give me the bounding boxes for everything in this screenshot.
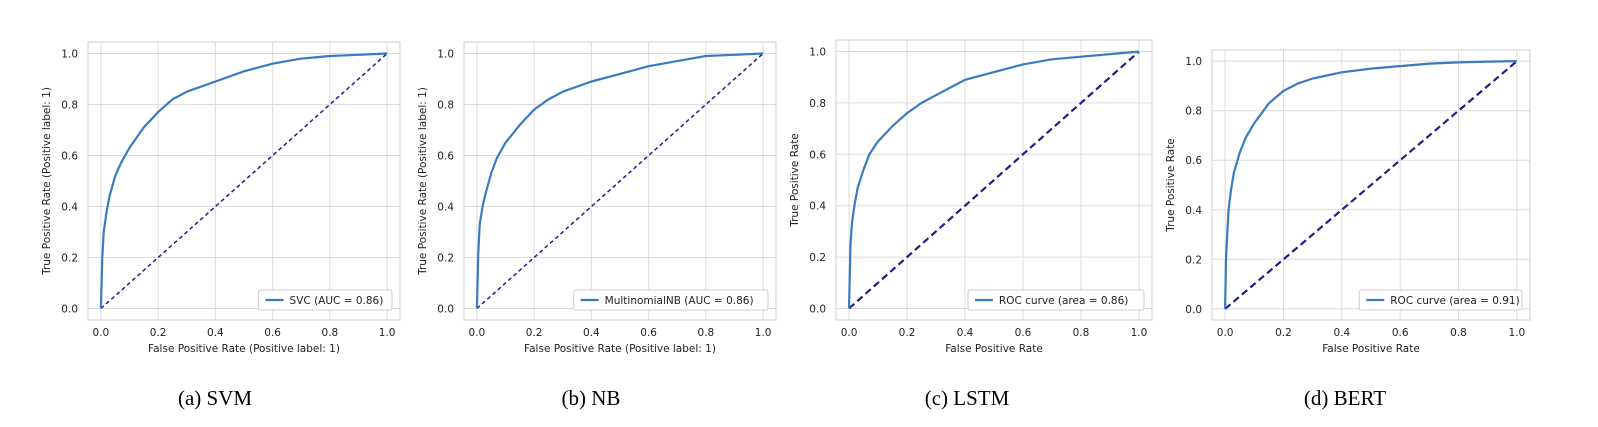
x-tick-label: 0.8: [1450, 327, 1467, 339]
legend-box: [967, 289, 1145, 311]
x-tick-label: 0.8: [698, 327, 715, 339]
x-axis-label: False Positive Rate (Positive label: 1): [148, 343, 340, 355]
x-tick-label: 0.8: [1073, 327, 1090, 339]
x-tick-label: 0.2: [1275, 327, 1292, 339]
y-tick-label: 0.2: [809, 252, 826, 264]
x-axis-label: False Positive Rate (Positive label: 1): [524, 343, 716, 355]
x-tick-label: 0.2: [526, 327, 543, 339]
legend-label: ROC curve (area = 0.86): [999, 295, 1128, 307]
x-tick-label: 0.6: [1392, 327, 1409, 339]
caption-lstm: (c) LSTM: [924, 386, 1010, 410]
y-tick-label: 0.0: [437, 304, 454, 316]
roc-curve-bert: [1224, 60, 1517, 309]
legend-label: SVC (AUC = 0.86): [290, 295, 384, 307]
chart-panel-svm: 0.0 0.2 0.4 0.6 0.8 1.0 0.0 0.2 0.4 0.6 0.8 1.0 Fals…: [0, 0, 401, 380]
x-tick-label: 0.0: [469, 327, 486, 339]
y-tick-label: 0.6: [809, 149, 826, 161]
y-tick-label: 0.8: [809, 98, 826, 110]
y-tick-label: 0.4: [1185, 205, 1202, 217]
x-tick-label: 0.2: [150, 327, 167, 339]
legend-label: MultinomialNB (AUC = 0.86): [605, 295, 754, 307]
plot-frame: [463, 41, 777, 321]
x-tick-label: 0.6: [264, 327, 281, 339]
roc-curve-svm: [99, 52, 388, 309]
y-tick-label: 0.8: [61, 99, 78, 111]
legend-box: [1358, 289, 1523, 311]
legend-box: [573, 289, 769, 311]
caption-nb: (b) NB: [561, 386, 621, 410]
chance-diagonal-line: [476, 52, 764, 310]
y-tick-label: 0.8: [1185, 106, 1202, 118]
x-tick-label: 0.8: [322, 327, 339, 339]
chance-diagonal-line: [848, 50, 1140, 310]
x-tick-label: 1.0: [1131, 327, 1148, 339]
roc-chart-bert: 0.0 0.2 0.4 0.6 0.8 1.0 0.0 0.2 0.4 0.6 0.8 1.0 Fals…: [1165, 49, 1531, 355]
plot-frame: [835, 39, 1153, 321]
y-tick-label: 0.4: [61, 202, 78, 214]
y-tick-label: 0.4: [809, 201, 826, 213]
legend-box: [258, 289, 393, 311]
y-tick-label: 0.2: [61, 253, 78, 265]
y-tick-label: 1.0: [437, 48, 454, 60]
x-tick-label: 0.0: [1217, 327, 1234, 339]
y-tick-label: 0.0: [1185, 304, 1202, 316]
y-tick-label: 0.6: [61, 150, 78, 162]
legend-label: ROC curve (area = 0.91): [1390, 295, 1519, 307]
caption-svm: (a) SVM: [177, 386, 253, 410]
plot-frame: [1211, 49, 1531, 321]
y-axis-label: True Positive Rate: [1165, 138, 1177, 233]
x-tick-label: 0.4: [957, 327, 974, 339]
y-axis-label: True Positive Rate: [789, 133, 801, 228]
y-tick-label: 0.6: [1185, 155, 1202, 167]
y-axis-label: True Positive Rate (Positive label: 1): [417, 87, 429, 276]
x-axis-label: False Positive Rate: [1322, 343, 1420, 355]
chance-diagonal-line: [100, 52, 388, 310]
y-tick-label: 1.0: [1185, 56, 1202, 68]
roc-chart-nb: 0.0 0.2 0.4 0.6 0.8 1.0 0.0 0.2 0.4 0.6 0.8 1.0 Fals…: [417, 41, 777, 355]
x-tick-label: 0.4: [583, 327, 600, 339]
x-tick-label: 0.2: [899, 327, 916, 339]
chart-panel-lstm: 0.0 0.2 0.4 0.6 0.8 1.0 0.0 0.2 0.4 0.6 0.8 1.0 Fals…: [789, 39, 1153, 355]
x-axis-label: False Positive Rate: [945, 343, 1043, 355]
roc-curve-lstm: [847, 50, 1140, 309]
y-tick-label: 0.2: [1185, 254, 1202, 266]
x-tick-label: 0.6: [1015, 327, 1032, 339]
x-tick-label: 0.6: [640, 327, 657, 339]
y-tick-label: 1.0: [809, 47, 826, 59]
x-tick-label: 0.4: [1333, 327, 1350, 339]
x-tick-label: 1.0: [379, 327, 396, 339]
plot-frame: [87, 41, 401, 321]
y-tick-label: 1.0: [61, 48, 78, 60]
chart-panel-bert: 0.0 0.2 0.4 0.6 0.8 1.0 0.0 0.2 0.4 0.6 0.8 1.0 Fals…: [1165, 49, 1531, 355]
y-tick-label: 0.6: [437, 150, 454, 162]
x-tick-label: 1.0: [1509, 327, 1526, 339]
chart-panel-nb: 0.0 0.2 0.4 0.6 0.8 1.0 0.0 0.2 0.4 0.6 0.8 1.0 Fals…: [0, 0, 790, 380]
roc-chart-svm: 0.0 0.2 0.4 0.6 0.8 1.0 0.0 0.2 0.4 0.6 0.8 1.0 Fals…: [41, 41, 401, 355]
y-tick-label: 0.0: [61, 304, 78, 316]
y-tick-label: 0.2: [437, 253, 454, 265]
x-tick-label: 0.4: [207, 327, 224, 339]
x-tick-label: 1.0: [755, 327, 772, 339]
chance-diagonal-line: [1224, 60, 1518, 310]
x-tick-label: 0.0: [841, 327, 858, 339]
roc-chart-lstm: 0.0 0.2 0.4 0.6 0.8 1.0 0.0 0.2 0.4 0.6 0.8 1.0 Fals…: [789, 39, 1153, 355]
y-tick-label: 0.0: [809, 303, 826, 315]
y-tick-label: 0.8: [437, 99, 454, 111]
y-tick-label: 0.4: [437, 202, 454, 214]
roc-curve-nb: [475, 52, 764, 309]
x-tick-label: 0.0: [93, 327, 110, 339]
caption-bert: (d) BERT: [1303, 386, 1387, 410]
y-axis-label: True Positive Rate (Positive label: 1): [41, 87, 53, 276]
